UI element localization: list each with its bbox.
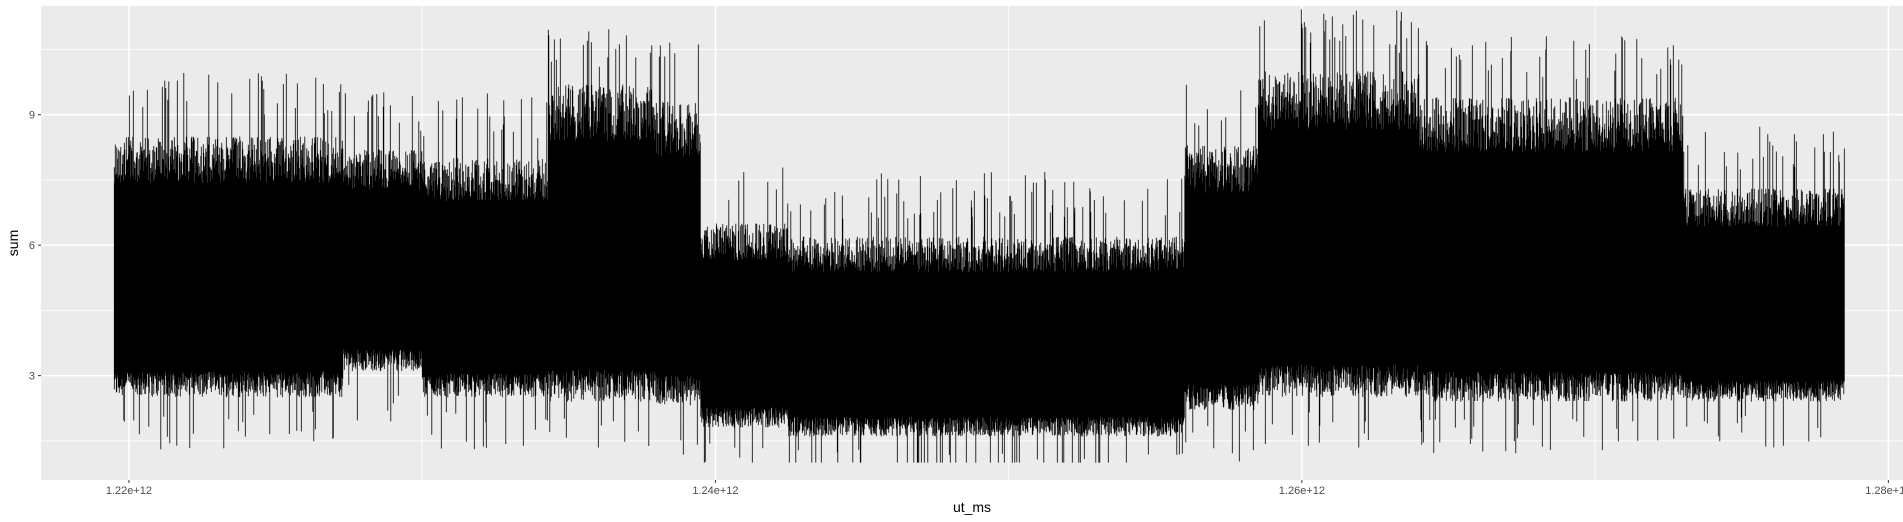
x-axis: 1.22e+12 1.24e+12 1.26e+12 1.28e+12 <box>106 480 1903 497</box>
y-axis: 3 6 9 <box>29 110 41 383</box>
x-tick-label: 1.24e+12 <box>692 485 738 497</box>
x-tick-label: 1.26e+12 <box>1279 485 1325 497</box>
series-line <box>113 9 1845 463</box>
y-tick-label: 6 <box>29 240 35 252</box>
y-tick-label: 3 <box>29 371 35 383</box>
x-axis-title: ut_ms <box>953 499 991 515</box>
x-tick-label: 1.28e+12 <box>1865 485 1903 497</box>
x-tick-label: 1.22e+12 <box>106 485 152 497</box>
series-sum <box>113 9 1845 463</box>
y-axis-title: sum <box>5 230 21 256</box>
y-tick-label: 9 <box>29 110 35 122</box>
